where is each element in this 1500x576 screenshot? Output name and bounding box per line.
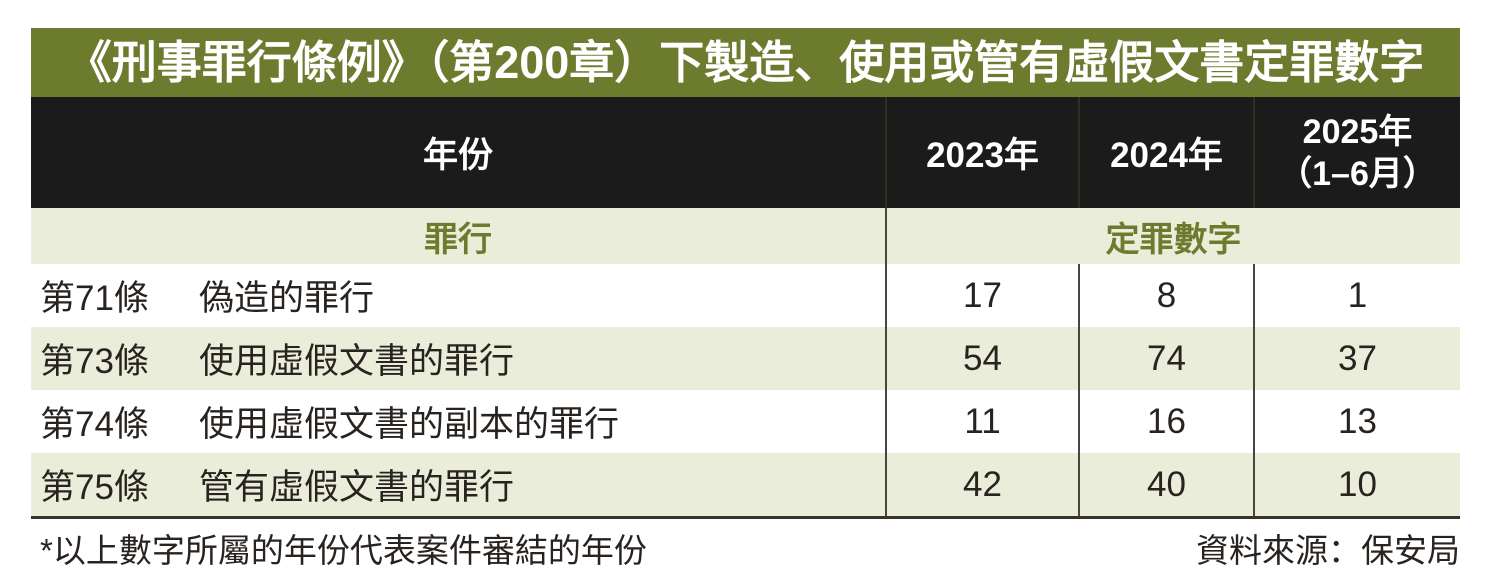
offence-description: 使用虛假文書的罪行 [198,342,514,381]
value-2025: 13 [1338,401,1377,441]
subheader-row: 罪行 定罪數字 [31,208,1460,264]
column-header-2024: 2024年 [1080,97,1255,208]
offence-description: 使用虛假文書的副本的罪行 [198,405,619,444]
value-2023: 11 [887,390,1080,453]
year-header-label: 年份 [31,97,887,208]
table-row-s71: 第71條 偽造的罪行 17 8 1 [31,264,1460,327]
value-2025: 1 [1347,275,1368,315]
source-credit: 資料來源：保安局 [1196,532,1460,569]
footnote: *以上數字所屬的年份代表案件審結的年份 [40,532,647,569]
section-number: 第73條 [40,342,149,381]
column-header-2025-months: （1–6月） [1278,154,1437,193]
column-header-2025-stack: 2025年 （1–6月） [1278,111,1437,195]
value-2024: 40 [1080,453,1255,516]
offence-cell: 第71條 偽造的罪行 [31,264,887,327]
offence-cell: 第74條 使用虛假文書的副本的罪行 [31,390,887,453]
value-2024: 16 [1080,390,1255,453]
year-header-row: 年份 2023年 2024年 2025年 （1–6月） [31,97,1460,208]
section-number: 第71條 [40,279,149,318]
section-number: 第74條 [40,405,149,444]
column-header-2023: 2023年 [887,97,1080,208]
value-2025: 10 [1338,464,1377,504]
table-body: 第71條 偽造的罪行 17 8 1 第73條 使用虛假文書的罪行 54 74 3… [31,264,1460,519]
value-2024: 8 [1080,264,1255,327]
value-2023: 17 [887,264,1080,327]
value-2023: 42 [887,453,1080,516]
offence-header-label: 罪行 [31,208,887,264]
table-row-s73: 第73條 使用虛假文書的罪行 54 74 37 [31,327,1460,390]
value-2023: 54 [887,327,1080,390]
value-2025: 37 [1338,338,1377,378]
convictions-header-label: 定罪數字 [1105,220,1242,259]
offence-cell: 第75條 管有虛假文書的罪行 [31,453,887,516]
section-number: 第75條 [40,468,149,507]
table-title: 《刑事罪行條例》（第200章）下製造、使用或管有虛假文書定罪數字 [31,28,1460,97]
column-header-2025-year: 2025年 [1302,112,1413,151]
table-row-s75: 第75條 管有虛假文書的罪行 42 40 10 [31,453,1460,516]
offence-description: 管有虛假文書的罪行 [198,468,514,507]
column-header-2025: 2025年 （1–6月） [1255,97,1460,208]
table-row-s74: 第74條 使用虛假文書的副本的罪行 11 16 13 [31,390,1460,453]
conviction-table: 《刑事罪行條例》（第200章）下製造、使用或管有虛假文書定罪數字 年份 2023… [31,28,1460,519]
value-2024: 74 [1080,327,1255,390]
offence-cell: 第73條 使用虛假文書的罪行 [31,327,887,390]
footer: *以上數字所屬的年份代表案件審結的年份 資料來源：保安局 [40,524,1460,572]
offence-description: 偽造的罪行 [198,279,374,318]
